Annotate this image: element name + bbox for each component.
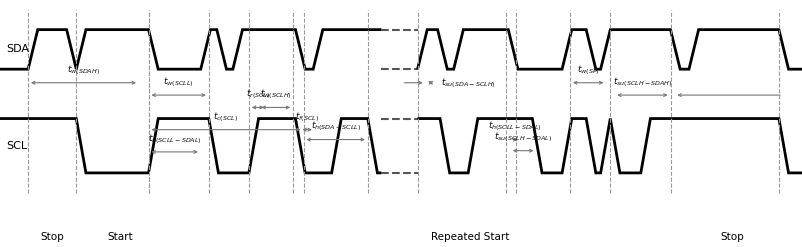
Text: $t_{su(SCLH-SDAH)}$: $t_{su(SCLH-SDAH)}$ [612, 75, 671, 89]
Text: Repeated Start: Repeated Start [430, 232, 508, 242]
Text: $t_{su(SCLH-SDAL)}$: $t_{su(SCLH-SDAL)}$ [493, 131, 552, 144]
Text: Start: Start [107, 232, 133, 242]
Text: $t_{h(SCLL-SDAL)}$: $t_{h(SCLL-SDAL)}$ [488, 120, 541, 133]
Text: $t_{h(SDA-SCLL)}$: $t_{h(SDA-SCLL)}$ [310, 120, 360, 133]
Text: $t_{w(SCLL)}$: $t_{w(SCLL)}$ [163, 75, 194, 89]
Text: $t_{su(SDA-SCLH)}$: $t_{su(SDA-SCLH)}$ [440, 76, 495, 90]
Text: Stop: Stop [40, 232, 64, 242]
Text: SDA: SDA [6, 44, 30, 54]
Text: Stop: Stop [720, 232, 743, 242]
Text: $t_{h(SCLL-SDAL)}$: $t_{h(SCLL-SDAL)}$ [148, 132, 201, 146]
Text: $t_{f(SCL)}$: $t_{f(SCL)}$ [294, 110, 319, 124]
Text: SCL: SCL [6, 141, 27, 151]
Text: $t_{w(SP)}$: $t_{w(SP)}$ [576, 63, 599, 77]
Text: $t_{w(SCLH)}$: $t_{w(SCLH)}$ [260, 87, 291, 101]
Text: $t_{r(SCL)}$: $t_{r(SCL)}$ [245, 87, 269, 101]
Text: $t_{c(SCL)}$: $t_{c(SCL)}$ [213, 110, 238, 124]
Text: $t_{w(SDAH)}$: $t_{w(SDAH)}$ [67, 63, 100, 77]
